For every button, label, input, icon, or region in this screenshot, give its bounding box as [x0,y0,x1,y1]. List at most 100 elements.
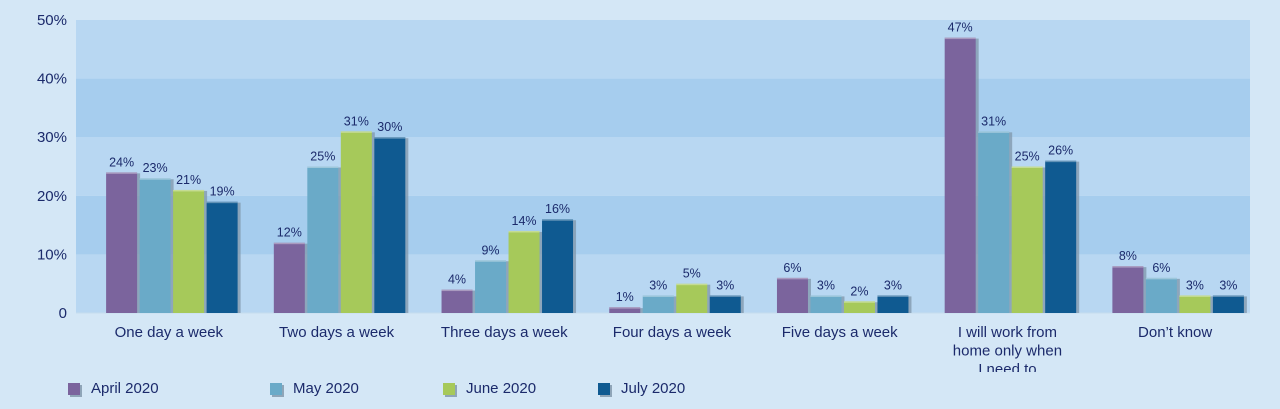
data-label: 2% [850,284,868,298]
bar-highlight [877,295,909,297]
x-axis: One day a week Two days a week Three days … [115,324,1213,372]
data-label: 3% [1186,278,1204,292]
bar-highlight [374,137,406,139]
data-labels: 24% 23% 21% 19% 12% 25% 31% 30% 4% 9% 14% 16% 1% 3% 5%… [109,21,1237,305]
bar [1112,266,1144,313]
bar [106,172,138,313]
bar [1011,166,1043,313]
legend-label: July 2020 [621,380,686,397]
legend-label: April 2020 [91,380,159,397]
bar [676,283,708,313]
x-tick-label: Don’t know [1138,324,1212,341]
data-label: 16% [545,202,570,216]
bar-highlight [1145,277,1177,280]
bar [877,295,909,313]
bar-highlight [340,131,372,133]
legend-swatch [270,382,282,395]
data-label: 23% [143,161,168,175]
bar-series [106,37,1247,313]
bar [475,260,507,313]
bar [139,178,171,313]
x-tick-label: Two days a week [279,324,395,341]
legend: April 2020 May 2020 June 2020 July 2020 [0,372,1280,408]
bar-highlight [441,289,473,292]
bar-highlight [139,178,171,180]
bar [206,201,238,313]
legend-swatch [68,382,80,395]
legend-label: May 2020 [293,380,359,397]
bar-highlight [1045,160,1077,163]
bar [810,295,842,313]
data-label: 3% [649,278,667,292]
legend-swatch [443,382,455,395]
data-label: 24% [109,155,134,169]
legend-swatch [598,382,610,395]
bar [173,189,205,313]
bar-highlight [709,295,741,297]
bar-highlight [1112,266,1144,268]
data-label: 26% [1048,144,1073,158]
data-label: 6% [783,261,801,275]
x-tick-label: I will work from [958,324,1057,341]
y-tick-label: 40% [37,71,67,88]
legend-item: May 2020 [270,380,359,397]
x-tick-label: One day a week [115,324,224,341]
bar [776,277,808,313]
y-axis: 0 10% 20% 30% 40% 50% [37,12,67,322]
bar [374,137,406,313]
data-label: 1% [616,290,634,304]
y-tick-label: 20% [37,188,67,205]
data-label: 5% [683,267,701,281]
bar [978,131,1010,313]
x-tick-label: Five days a week [782,324,898,341]
bar [709,295,741,313]
bar-highlight [508,230,540,233]
data-label: 3% [884,278,902,292]
bar [273,242,305,313]
data-label: 47% [948,21,973,35]
data-label: 25% [310,150,335,164]
bar-highlight [475,260,507,262]
plot-band [76,20,1250,79]
bar [307,166,339,313]
bar-highlight [542,219,574,221]
x-tick-label: Four days a week [613,324,732,341]
y-tick-label: 10% [37,246,67,263]
legend-item: July 2020 [598,380,685,397]
x-tick-label: Three days a week [441,324,568,341]
bar [1179,295,1211,313]
data-label: 30% [377,120,402,134]
bar-highlight [1011,166,1043,168]
data-label: 8% [1119,249,1137,263]
bar [340,131,372,313]
bar-highlight [843,301,875,303]
bar-highlight [609,307,641,309]
data-label: 3% [716,278,734,292]
data-label: 6% [1152,261,1170,275]
bar-highlight [978,131,1010,133]
bar [944,37,976,313]
data-label: 31% [344,114,369,128]
x-tick-label: home only when [953,343,1062,360]
bar [1045,160,1077,313]
bar-highlight [307,166,339,168]
bar [1145,277,1177,313]
bar-highlight [642,295,674,297]
bar-highlight [776,277,808,280]
bar-highlight [1212,295,1244,297]
bar [1212,295,1244,313]
data-label: 25% [1015,150,1040,164]
bar-highlight [106,172,138,174]
data-label: 9% [481,243,499,257]
legend-item: April 2020 [68,380,159,397]
bar-highlight [1179,295,1211,297]
bar-highlight [173,189,205,192]
y-tick-label: 0 [59,305,67,322]
bar [441,289,473,313]
bar-chart: 0 10% 20% 30% 40% 50% 24% 23% 21% 19% 12% 25% 31% 30… [37,12,1250,372]
legend-item: June 2020 [443,380,536,397]
data-label: 3% [817,278,835,292]
bar-highlight [676,283,708,286]
data-label: 4% [448,273,466,287]
bar [843,301,875,313]
